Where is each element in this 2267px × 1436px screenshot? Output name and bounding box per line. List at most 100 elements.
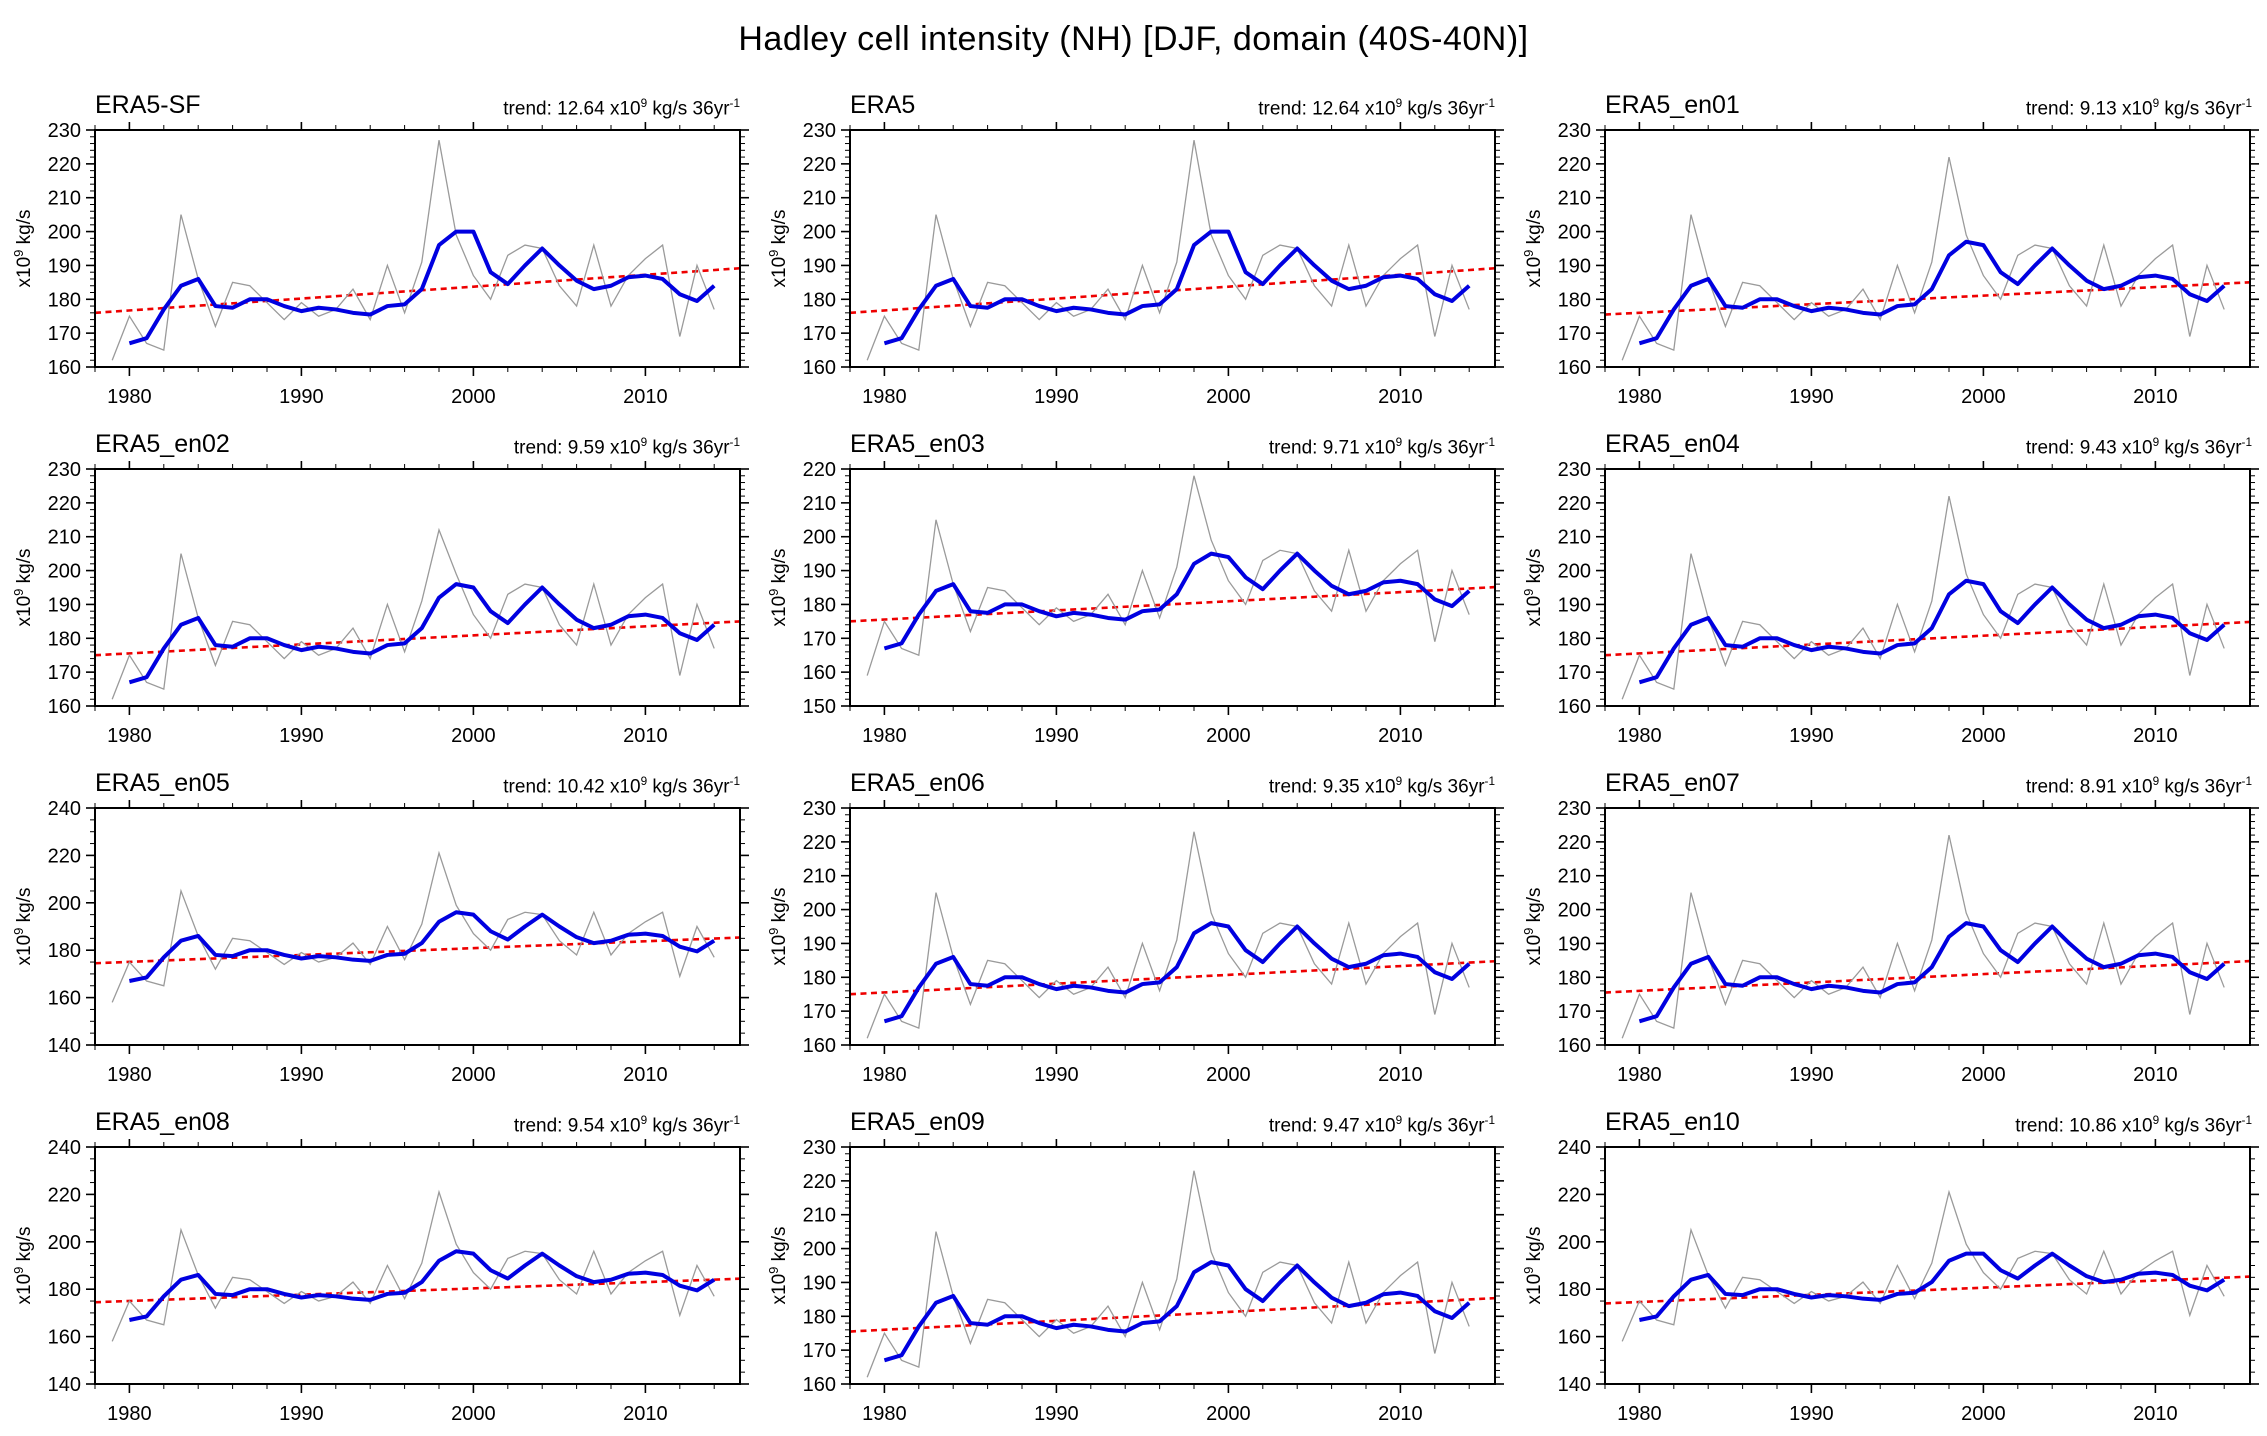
y-tick-label: 140 [48, 1035, 81, 1057]
y-tick-label: 210 [48, 527, 81, 549]
y-tick-label: 240 [48, 800, 81, 820]
smoothed-line [128, 582, 716, 685]
x-tick-label: 1990 [1789, 725, 1834, 747]
x-tick-label: 2000 [1206, 1403, 1251, 1425]
trend-label: trend: 9.13 x109 kg/s 36yr-1 [2025, 96, 2252, 119]
x-tick-label: 1990 [1789, 1403, 1834, 1425]
x-tick-label: 1990 [279, 386, 324, 408]
axis-frame [849, 1146, 1496, 1385]
y-tick-label: 200 [803, 900, 836, 922]
y-tick-label: 220 [1558, 154, 1591, 176]
axis-frame [1604, 129, 2251, 368]
y-tick-label: 150 [803, 696, 836, 718]
y-axis-label: x109 kg/s [1521, 549, 1545, 627]
y-tick-label: 160 [48, 988, 81, 1010]
trend-label: trend: 12.64 x109 kg/s 36yr-1 [1258, 96, 1495, 119]
axis-frame [94, 468, 741, 707]
chart-plot: 160 170 180 190 200 210 220 230 1980 1990 2000 2010… [11, 122, 749, 408]
y-tick-label: 220 [48, 845, 81, 867]
panel-header: ERA5_en08 trend: 9.54 x109 kg/s 36yr-1 [0, 1095, 755, 1139]
annual-line [111, 140, 715, 361]
y-tick-label: 190 [1558, 255, 1591, 277]
panel-header: ERA5_en01 trend: 9.13 x109 kg/s 36yr-1 [1510, 78, 2267, 122]
chart-panel: ERA5 trend: 12.64 x109 kg/s 36yr-1 160 170 1… [755, 78, 1510, 417]
svg-text:x109 kg/s: x109 kg/s [766, 549, 790, 627]
panel-header: ERA5_en09 trend: 9.47 x109 kg/s 36yr-1 [755, 1095, 1510, 1139]
trend-label: trend: 8.91 x109 kg/s 36yr-1 [2025, 774, 2252, 797]
y-axis-label: x109 kg/s [11, 1227, 35, 1305]
y-tick-label: 200 [1558, 1232, 1591, 1254]
x-tick-label: 2010 [623, 725, 668, 747]
y-tick-label: 200 [803, 222, 836, 244]
y-tick-label: 180 [48, 940, 81, 962]
x-tick-label: 1990 [1789, 386, 1834, 408]
trend-label: trend: 9.59 x109 kg/s 36yr-1 [513, 435, 740, 458]
panel-title: ERA5_en02 [95, 430, 230, 458]
trend-line [1604, 1275, 2251, 1305]
y-tick-label: 240 [1558, 1139, 1591, 1159]
y-tick-label: 200 [1558, 561, 1591, 583]
svg-text:x109 kg/s: x109 kg/s [1521, 549, 1545, 627]
y-tick-label: 230 [1558, 461, 1591, 481]
y-axis-label: x109 kg/s [766, 1227, 790, 1305]
y-axis-label: x109 kg/s [1521, 1227, 1545, 1305]
chart-plot: 160 170 180 190 200 210 220 230 1980 1990 2000 2010… [1521, 122, 2259, 408]
y-tick-label: 220 [48, 1184, 81, 1206]
annual-line [111, 527, 715, 700]
x-tick-label: 2010 [1378, 1403, 1423, 1425]
axis-frame [1604, 468, 2251, 707]
y-tick-label: 220 [803, 1171, 836, 1193]
chart-plot: 160 170 180 190 200 210 220 230 1980 1990 2000 2010… [766, 800, 1504, 1086]
chart-plot: 160 170 180 190 200 210 220 230 1980 1990 2000 2010… [766, 1139, 1504, 1425]
x-tick-label: 1990 [279, 1403, 324, 1425]
y-tick-label: 190 [803, 561, 836, 583]
y-tick-label: 180 [48, 289, 81, 311]
y-tick-label: 210 [803, 866, 836, 888]
y-tick-label: 210 [1558, 866, 1591, 888]
y-tick-label: 230 [803, 1139, 836, 1159]
y-tick-label: 210 [48, 188, 81, 210]
y-tick-label: 180 [1558, 628, 1591, 650]
y-tick-label: 200 [803, 1239, 836, 1261]
y-tick-label: 190 [803, 1272, 836, 1294]
chart-plot: 160 170 180 190 200 210 220 230 1980 1990 2000 2010… [1521, 800, 2259, 1086]
y-tick-label: 170 [48, 323, 81, 345]
axis-frame [849, 468, 1496, 707]
annual-line [866, 1170, 1470, 1378]
x-tick-label: 2000 [451, 1064, 496, 1086]
panel-header: ERA5-SF trend: 12.64 x109 kg/s 36yr-1 [0, 78, 755, 122]
trend-label: trend: 10.42 x109 kg/s 36yr-1 [503, 774, 740, 797]
trend-label: trend: 10.86 x109 kg/s 36yr-1 [2015, 1113, 2252, 1136]
x-tick-label: 2010 [2133, 386, 2178, 408]
y-tick-label: 160 [803, 662, 836, 684]
y-axis-label: x109 kg/s [766, 888, 790, 966]
x-tick-label: 2010 [2133, 725, 2178, 747]
x-tick-label: 1990 [1034, 1403, 1079, 1425]
chart-panel: ERA5_en03 trend: 9.71 x109 kg/s 36yr-1 150… [755, 417, 1510, 756]
panel-header: ERA5_en06 trend: 9.35 x109 kg/s 36yr-1 [755, 756, 1510, 800]
x-tick-label: 1980 [862, 386, 907, 408]
y-tick-label: 160 [1558, 357, 1591, 379]
chart-panel: ERA5_en09 trend: 9.47 x109 kg/s 36yr-1 160… [755, 1095, 1510, 1434]
panel-header: ERA5_en04 trend: 9.43 x109 kg/s 36yr-1 [1510, 417, 2267, 461]
x-tick-label: 1980 [107, 386, 152, 408]
x-tick-label: 2000 [1961, 1064, 2006, 1086]
y-tick-label: 220 [1558, 493, 1591, 515]
x-tick-label: 1990 [279, 1064, 324, 1086]
chart-plot: 160 170 180 190 200 210 220 230 1980 1990 2000 2010… [1521, 461, 2259, 747]
trend-line [849, 959, 1496, 996]
x-tick-label: 1980 [862, 1403, 907, 1425]
y-tick-label: 220 [1558, 832, 1591, 854]
axis-frame [94, 1146, 741, 1385]
chart-plot: 140 160 180 200 220 240 1980 1990 2000 2010 x109 k… [11, 800, 749, 1086]
panel-grid: ERA5-SF trend: 12.64 x109 kg/s 36yr-1 160 1… [0, 78, 2267, 1434]
y-tick-label: 190 [803, 933, 836, 955]
axis-frame [94, 807, 741, 1046]
y-tick-label: 220 [803, 832, 836, 854]
trend-label: trend: 12.64 x109 kg/s 36yr-1 [503, 96, 740, 119]
y-tick-label: 170 [803, 1340, 836, 1362]
smoothed-line [1638, 921, 2226, 1024]
x-tick-label: 2000 [451, 1403, 496, 1425]
annual-line [111, 1189, 715, 1342]
x-tick-label: 1990 [1034, 725, 1079, 747]
